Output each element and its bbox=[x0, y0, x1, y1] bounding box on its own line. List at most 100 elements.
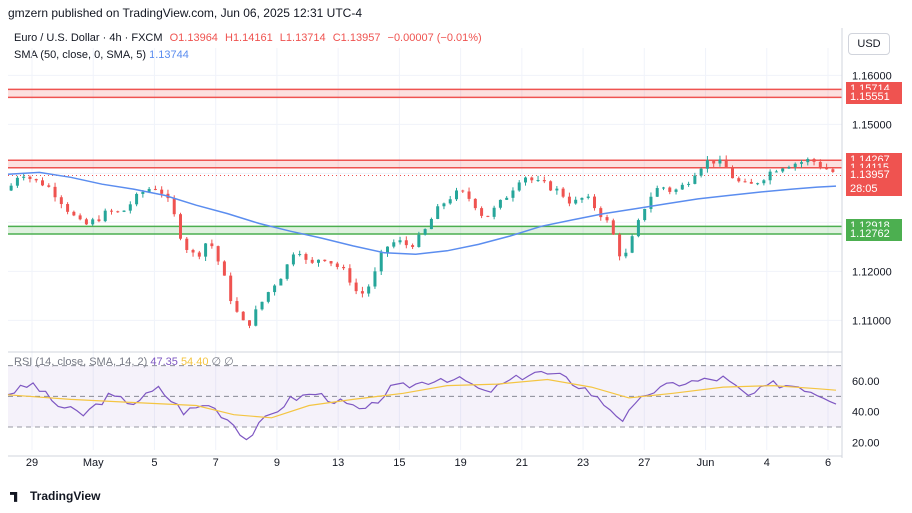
candle-body bbox=[34, 178, 38, 181]
candle-body bbox=[248, 320, 251, 326]
candle-body bbox=[116, 211, 120, 213]
sma-line bbox=[7, 171, 837, 255]
candle-body bbox=[461, 190, 465, 192]
candle-body bbox=[386, 246, 389, 253]
candle-body bbox=[91, 219, 95, 225]
candle-body bbox=[78, 215, 82, 220]
x-tick-label: 6 bbox=[825, 457, 831, 469]
candle-body bbox=[429, 218, 433, 230]
x-tick-label: 7 bbox=[213, 457, 219, 469]
high-value: H1.14161 bbox=[225, 32, 273, 44]
candle-body bbox=[97, 219, 101, 222]
candle-body bbox=[191, 249, 195, 253]
candle-body bbox=[655, 188, 659, 197]
close-value: C1.13957 bbox=[332, 32, 381, 44]
candle-body bbox=[172, 198, 176, 215]
candle-body bbox=[731, 168, 734, 179]
candle-body bbox=[266, 292, 270, 302]
candle-body bbox=[599, 208, 603, 218]
candle-body bbox=[436, 206, 440, 219]
candle-body bbox=[567, 196, 571, 204]
zones bbox=[8, 88, 842, 235]
y-tick-label: 1.11000 bbox=[852, 315, 891, 327]
resistance-zone bbox=[8, 89, 842, 98]
candle-body bbox=[611, 220, 615, 235]
symbol-legend: Euro / U.S. Dollar · 4h · FXCM O1.13964 … bbox=[14, 32, 486, 44]
candle-body bbox=[542, 180, 546, 182]
candle-body bbox=[649, 196, 653, 209]
bar-countdown: 28:05 bbox=[846, 182, 902, 197]
candle-body bbox=[774, 171, 778, 173]
candle-body bbox=[693, 175, 697, 184]
rsi-label: RSI (14, close, SMA, 14, 2) bbox=[14, 356, 148, 368]
x-tick-label: 27 bbox=[638, 457, 650, 469]
candle-body bbox=[66, 204, 70, 212]
candle-body bbox=[47, 185, 51, 187]
y-tick-label: 1.15000 bbox=[852, 119, 892, 131]
candle-body bbox=[53, 186, 57, 198]
candle-body bbox=[235, 301, 239, 312]
candle-body bbox=[103, 210, 107, 222]
candle-body bbox=[668, 187, 672, 192]
candle-body bbox=[737, 178, 741, 182]
candle-body bbox=[367, 286, 371, 294]
candle-body bbox=[781, 168, 785, 172]
candle-body bbox=[511, 190, 515, 198]
rsi-line bbox=[7, 370, 837, 441]
candle-body bbox=[153, 188, 157, 190]
candle-body bbox=[699, 168, 703, 176]
x-tick-label: 9 bbox=[274, 457, 280, 469]
candle-body bbox=[417, 234, 421, 247]
candle-body bbox=[662, 187, 665, 189]
candle-body bbox=[122, 210, 126, 212]
candle-body bbox=[285, 264, 289, 279]
candle-body bbox=[724, 159, 728, 169]
x-tick-label: Jun bbox=[697, 457, 715, 469]
candle-body bbox=[486, 215, 490, 217]
candle-body bbox=[392, 242, 396, 247]
symbol-name[interactable]: Euro / U.S. Dollar · 4h · FXCM bbox=[14, 32, 163, 44]
candle-body bbox=[279, 278, 283, 286]
candle-body bbox=[624, 252, 628, 257]
x-tick-label: 21 bbox=[516, 457, 528, 469]
rsi-ma-line bbox=[7, 378, 837, 419]
sma-legend[interactable]: SMA (50, close, 0, SMA, 5) 1.13744 bbox=[14, 49, 189, 61]
candle-body bbox=[84, 219, 88, 225]
rsi-tick-label: 20.00 bbox=[852, 437, 880, 449]
candle-body bbox=[342, 266, 346, 269]
candle-body bbox=[298, 254, 302, 256]
candle-body bbox=[555, 188, 559, 191]
candle-body bbox=[718, 159, 722, 164]
candle-body bbox=[605, 217, 609, 221]
candle-body bbox=[448, 199, 452, 204]
candle-body bbox=[222, 261, 226, 276]
candle-body bbox=[9, 185, 13, 191]
candle-body bbox=[254, 309, 258, 326]
candle-body bbox=[379, 252, 383, 272]
low-value: L1.13714 bbox=[279, 32, 326, 44]
candle-body bbox=[831, 169, 835, 172]
candle-body bbox=[398, 240, 402, 243]
y-tick-label: 1.12000 bbox=[852, 266, 892, 278]
candle-body bbox=[423, 229, 427, 235]
candle-body bbox=[455, 190, 458, 200]
candle-body bbox=[756, 183, 760, 185]
x-tick-label: 4 bbox=[764, 457, 770, 469]
currency-button[interactable]: USD bbox=[848, 33, 890, 55]
candle-body bbox=[147, 188, 151, 192]
candle-body bbox=[229, 275, 233, 302]
candle-body bbox=[749, 181, 753, 184]
candle-body bbox=[15, 177, 19, 186]
rsi-legend[interactable]: RSI (14, close, SMA, 14, 2) 47.35 54.40 … bbox=[14, 355, 234, 368]
candle-body bbox=[179, 214, 182, 239]
candle-body bbox=[680, 184, 684, 190]
candle-body bbox=[404, 240, 408, 246]
candle-body bbox=[204, 243, 208, 257]
sma-value: 1.13744 bbox=[149, 49, 189, 61]
candle-body bbox=[561, 188, 565, 197]
candle-body bbox=[800, 162, 803, 164]
tradingview-footer[interactable]: TradingView bbox=[10, 489, 100, 503]
candle-body bbox=[530, 177, 534, 181]
x-tick-label: 15 bbox=[393, 457, 405, 469]
